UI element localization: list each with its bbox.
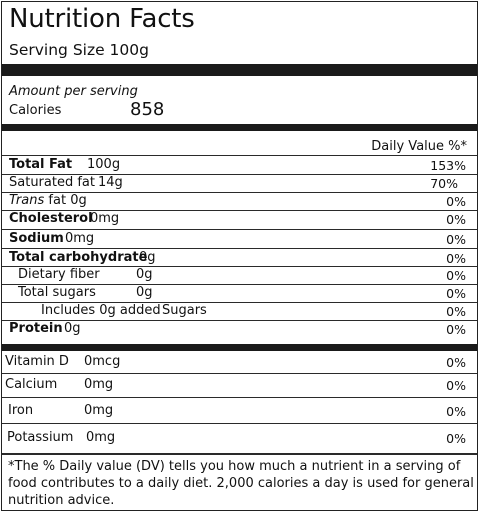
nutrient-dv: 0%	[446, 194, 466, 209]
vitamin-label: Calcium	[5, 377, 58, 392]
nutrient-amount: Sugars	[162, 303, 207, 318]
vitamin-row-calcium: Calcium 0mg 0%	[2, 376, 477, 394]
nutrient-label: Dietary fiber	[18, 267, 100, 282]
nutrient-label: Sodium	[9, 231, 64, 246]
medium-divider	[2, 344, 477, 351]
nutrient-dv: 0%	[446, 251, 466, 266]
nutrient-label: Protein	[9, 321, 63, 336]
nutrient-amount: 100g	[87, 157, 121, 172]
nutrient-label: Total sugars	[18, 285, 96, 300]
nutrient-amount: 0g	[136, 267, 153, 282]
vitamin-label: Iron	[8, 403, 34, 418]
nutrient-dv: 0%	[446, 322, 466, 337]
vitamin-amount: 0mg	[84, 377, 114, 392]
nutrient-dv: 0%	[446, 268, 466, 283]
nutrient-label: Cholesterol	[9, 211, 93, 226]
nutrient-row-cholesterol: Cholesterol 0mg 0%	[2, 210, 477, 228]
vitamin-dv: 0%	[446, 431, 466, 446]
divider	[2, 229, 477, 230]
divider	[2, 248, 477, 249]
nutrient-amount: 14g	[98, 175, 123, 190]
nutrient-amount: 0mg	[65, 231, 95, 246]
divider	[2, 192, 477, 193]
nutrient-row-protein: Protein 0g 0%	[2, 320, 477, 338]
nutrient-label: Total Fat	[9, 157, 73, 172]
divider	[2, 320, 477, 321]
label-title: Nutrition Facts	[9, 4, 195, 34]
vitamin-dv: 0%	[446, 404, 466, 419]
nutrient-row-saturated-fat: Saturated fat 14g 70%	[2, 174, 477, 192]
nutrient-label: fat	[48, 193, 67, 208]
vitamin-row-potassium: Potassium 0mg 0%	[2, 429, 477, 447]
nutrient-label: Saturated fat	[9, 175, 95, 190]
serving-size: Serving Size 100g	[9, 41, 149, 59]
nutrient-amount: 0g	[136, 285, 153, 300]
divider	[2, 210, 477, 211]
divider	[2, 284, 477, 285]
thick-divider	[2, 64, 477, 76]
nutrient-dv: 0%	[446, 286, 466, 301]
vitamin-amount: 0mg	[84, 403, 114, 418]
vitamin-amount: 0mg	[86, 430, 116, 445]
amount-per-serving: Amount per serving	[9, 84, 138, 99]
nutrient-row-total-sugars: Total sugars 0g 0%	[2, 284, 477, 302]
footnote: *The % Daily value (DV) tells you how mu…	[8, 459, 474, 508]
divider	[2, 266, 477, 267]
nutrient-row-total-carbohydrate: Total carbohydrate 0g 0%	[2, 249, 477, 267]
vitamin-dv: 0%	[446, 378, 466, 393]
divider	[2, 423, 477, 424]
nutrient-label-prefix: Trans	[9, 193, 45, 208]
nutrient-amount: 0g	[139, 250, 156, 265]
vitamin-label: Potassium	[7, 430, 74, 445]
nutrient-dv: 0%	[446, 232, 466, 247]
daily-value-header: Daily Value %*	[371, 139, 467, 154]
vitamin-dv: 0%	[446, 355, 466, 370]
divider	[2, 302, 477, 303]
vitamin-label: Vitamin D	[5, 354, 69, 369]
nutrient-row-added-sugars: Includes 0g added Sugars 0%	[2, 302, 477, 320]
calories-label: Calories	[9, 103, 62, 118]
nutrient-row-dietary-fiber: Dietary fiber 0g 0%	[2, 266, 477, 284]
vitamin-amount: 0mcg	[84, 354, 121, 369]
vitamin-row-iron: Iron 0mg 0%	[2, 402, 477, 420]
divider	[2, 155, 477, 156]
nutrient-dv: 0%	[446, 304, 466, 319]
divider	[2, 174, 477, 175]
divider	[2, 453, 477, 455]
nutrient-amount: 0g	[64, 321, 81, 336]
nutrient-label: Includes 0g added	[41, 303, 161, 318]
nutrient-label: Total carbohydrate	[9, 250, 148, 265]
calories-value: 858	[130, 99, 165, 120]
medium-divider	[2, 124, 477, 131]
nutrient-dv: 0%	[446, 212, 466, 227]
nutrient-dv: 70%	[430, 176, 458, 191]
nutrient-row-trans-fat: Trans fat 0g 0%	[2, 192, 477, 210]
nutrient-row-total-fat: Total Fat 100g 153%	[2, 156, 477, 174]
divider	[2, 397, 477, 398]
nutrient-amount: 0g	[70, 193, 87, 208]
divider	[2, 373, 477, 374]
vitamin-row-vitamin-d: Vitamin D 0mcg 0%	[2, 353, 477, 371]
nutrient-row-sodium: Sodium 0mg 0%	[2, 230, 477, 248]
nutrient-amount: 0mg	[90, 211, 120, 226]
nutrient-dv: 153%	[430, 158, 466, 173]
